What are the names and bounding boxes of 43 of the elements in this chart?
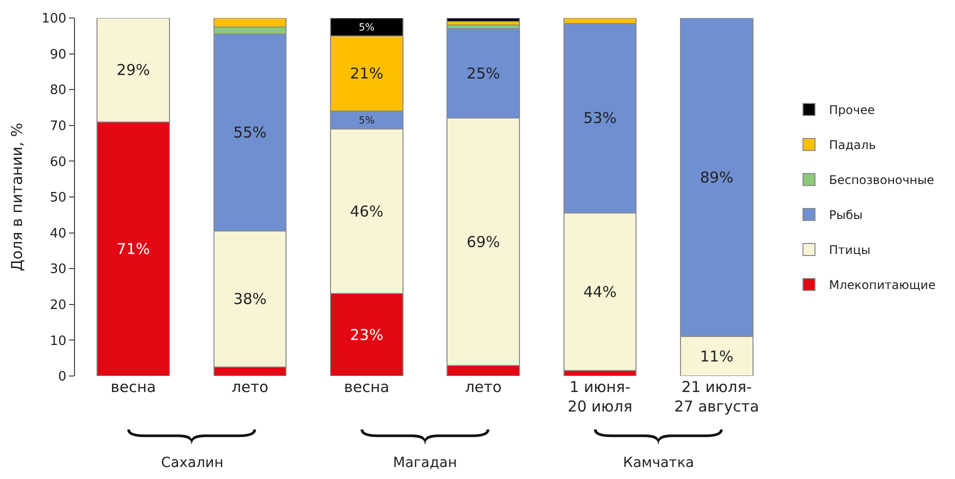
y-tick-label: 10 bbox=[50, 334, 66, 349]
x-tick-label: лето bbox=[464, 378, 502, 396]
legend-label: Беспозвоночные bbox=[829, 173, 934, 188]
data-label: 5% bbox=[358, 22, 375, 34]
data-label: 89% bbox=[700, 168, 734, 186]
y-tick-label: 60 bbox=[50, 154, 66, 170]
data-label: 69% bbox=[466, 232, 500, 251]
y-tick-label: 40 bbox=[50, 226, 66, 242]
legend-label: Падаль bbox=[829, 138, 876, 152]
y-tick-label: 100 bbox=[42, 12, 66, 27]
data-label: 38% bbox=[233, 290, 267, 308]
bar bbox=[446, 18, 520, 22]
data-label: 5% bbox=[358, 115, 375, 126]
x-tick-label: весна bbox=[344, 378, 390, 396]
y-axis-title: Доля в питании, % bbox=[8, 122, 26, 272]
y-tick-label: 30 bbox=[50, 262, 66, 278]
data-label: 44% bbox=[583, 282, 617, 301]
data-label: 11% bbox=[700, 347, 734, 366]
text: Сахалин bbox=[161, 455, 224, 471]
x-tick-label: 21 июля- 27 августа bbox=[674, 378, 760, 416]
y-tick-label: 20 bbox=[50, 298, 66, 313]
data-label: 53% bbox=[583, 109, 617, 128]
legend-label: Рыбы bbox=[829, 208, 863, 222]
text: Магадан bbox=[393, 455, 458, 471]
data-label: 29% bbox=[116, 60, 150, 79]
data-label: 55% bbox=[233, 124, 267, 142]
data-label: 23% bbox=[350, 326, 384, 344]
text: Камчатка bbox=[623, 455, 694, 471]
y-tick-label: 50 bbox=[50, 190, 66, 206]
y-tick-label: 0 bbox=[58, 370, 66, 385]
x-tick-label: 1 июня- 20 июля bbox=[568, 378, 632, 416]
y-tick-label: 80 bbox=[50, 83, 66, 98]
y-tick-label: 90 bbox=[50, 47, 66, 62]
data-label: 25% bbox=[466, 64, 500, 82]
x-tick-label: весна bbox=[110, 378, 156, 396]
data-label: 71% bbox=[116, 240, 150, 258]
legend-label: Млекопитающие bbox=[829, 278, 936, 292]
y-tick-label: 70 bbox=[50, 118, 66, 134]
legend-label: Птицы bbox=[829, 243, 870, 258]
legend-label: Прочее bbox=[829, 103, 875, 118]
data-label: 21% bbox=[350, 64, 384, 82]
x-tick-label: лето bbox=[232, 378, 268, 396]
data-label: 46% bbox=[350, 202, 384, 220]
